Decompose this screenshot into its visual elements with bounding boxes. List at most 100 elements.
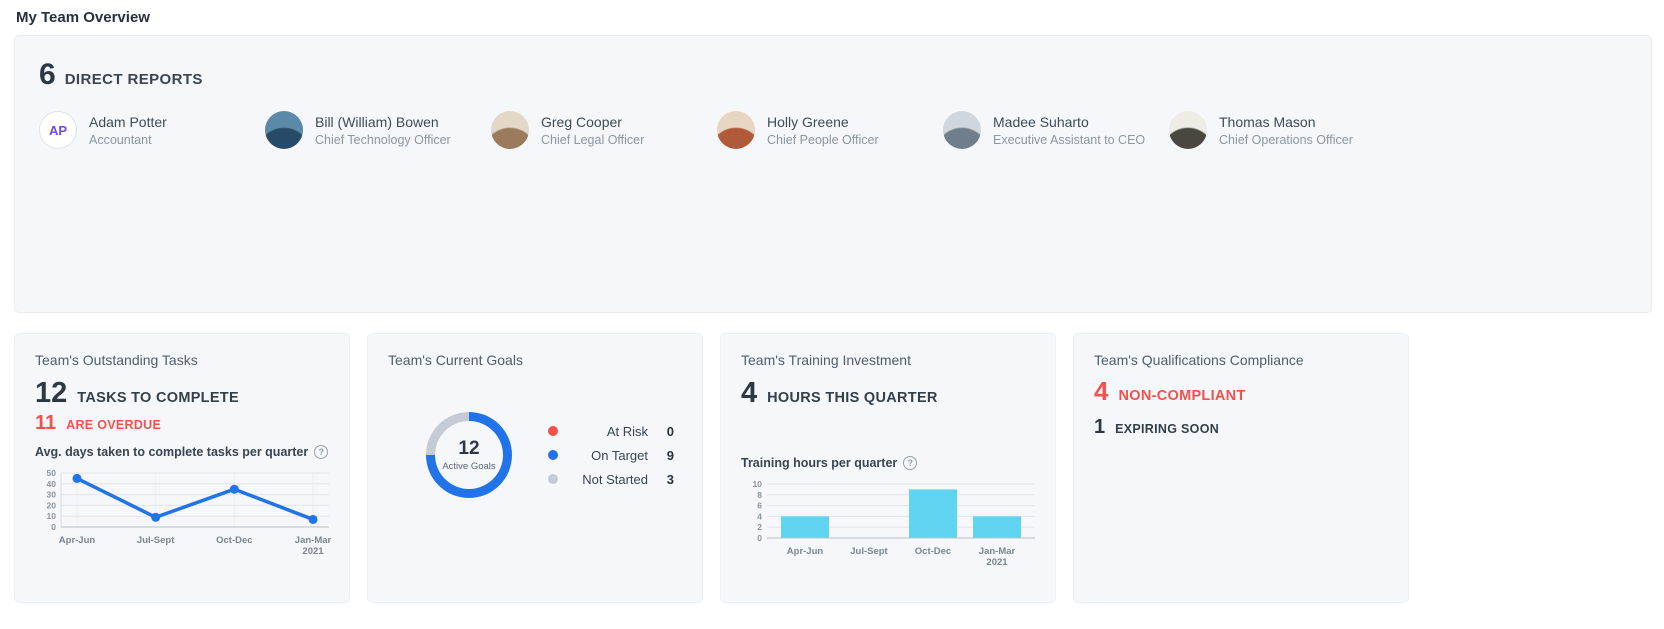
svg-text:Jul-Sept: Jul-Sept: [137, 535, 175, 546]
goals-legend: At Risk 0 On Target 9 Not Started 3: [548, 424, 674, 487]
avatar: [943, 111, 981, 149]
member-text: Greg Cooper Chief Legal Officer: [541, 114, 644, 147]
svg-text:2: 2: [757, 523, 762, 533]
direct-report-item[interactable]: Madee Suharto Executive Assistant to CEO: [943, 111, 1169, 149]
svg-text:4: 4: [757, 512, 762, 522]
svg-text:Jul-Sept: Jul-Sept: [850, 546, 888, 557]
tasks-chart-caption: Avg. days taken to complete tasks per qu…: [35, 445, 329, 460]
member-title: Chief Legal Officer: [541, 132, 645, 147]
direct-report-item[interactable]: Thomas Mason Chief Operations Officer: [1169, 111, 1395, 149]
member-name: Holly Greene: [767, 113, 849, 130]
member-title: Executive Assistant to CEO: [993, 132, 1146, 147]
legend-value: 3: [666, 471, 674, 487]
svg-text:2021: 2021: [986, 557, 1008, 568]
training-hours-count: 4: [741, 377, 758, 409]
legend-row: At Risk 0: [548, 424, 674, 439]
active-goals-label: Active Goals: [442, 461, 496, 472]
member-text: Adam Potter Accountant: [89, 114, 167, 147]
legend-dot-icon: [548, 474, 558, 484]
svg-text:30: 30: [47, 490, 57, 500]
tasks-to-complete-stat: 12 TASKS TO COMPLETE: [35, 377, 329, 409]
non-compliant-stat: 4 NON-COMPLIANT: [1094, 376, 1388, 406]
svg-text:6: 6: [757, 501, 762, 511]
direct-report-item[interactable]: Greg Cooper Chief Legal Officer: [491, 111, 717, 149]
legend-value: 0: [666, 423, 674, 439]
svg-text:8: 8: [757, 490, 762, 500]
expiring-soon-stat: 1 EXPIRING SOON: [1094, 417, 1388, 438]
member-title: Chief Technology Officer: [315, 132, 451, 147]
goals-donut-chart: 12 Active Goals: [426, 412, 512, 498]
direct-report-item[interactable]: AP Adam Potter Accountant: [39, 111, 265, 149]
direct-report-item[interactable]: Bill (William) Bowen Chief Technology Of…: [265, 111, 491, 149]
goals-chart-area: 12 Active Goals At Risk 0 On Target 9 No…: [388, 412, 682, 498]
legend-value: 9: [666, 447, 674, 463]
stat-cards-row: Team's Outstanding Tasks 12 TASKS TO COM…: [14, 333, 1664, 603]
direct-reports-card: 6 DIRECT REPORTS AP Adam Potter Accounta…: [14, 35, 1652, 313]
avatar: [1169, 111, 1207, 149]
help-icon[interactable]: ?: [314, 445, 329, 460]
legend-row: Not Started 3: [548, 472, 674, 487]
training-investment-title: Team's Training Investment: [741, 352, 911, 368]
svg-text:Apr-Jun: Apr-Jun: [787, 546, 824, 557]
active-goals-count: 12: [458, 438, 480, 459]
svg-text:Apr-Jun: Apr-Jun: [59, 535, 96, 546]
svg-text:Jan-Mar: Jan-Mar: [295, 535, 332, 546]
svg-text:Oct-Dec: Oct-Dec: [216, 535, 252, 546]
avatar: AP: [39, 111, 77, 149]
expiring-soon-label: EXPIRING SOON: [1115, 422, 1220, 437]
legend-label: Not Started: [582, 471, 648, 487]
training-chart-caption-text: Training hours per quarter: [741, 456, 898, 471]
overdue-label: ARE OVERDUE: [66, 418, 162, 433]
training-investment-card: Team's Training Investment 4 HOURS THIS …: [720, 333, 1056, 603]
member-name: Greg Cooper: [541, 113, 622, 130]
avatar: [717, 111, 755, 149]
svg-text:Jan-Mar: Jan-Mar: [979, 546, 1016, 557]
member-name: Bill (William) Bowen: [315, 113, 439, 130]
legend-dot-icon: [548, 450, 558, 460]
legend-label: On Target: [591, 447, 648, 463]
training-hours-stat: 4 HOURS THIS QUARTER: [741, 377, 1035, 409]
direct-reports-count: 6: [39, 58, 56, 91]
training-chart-caption: Training hours per quarter ?: [741, 456, 1035, 471]
svg-text:50: 50: [47, 468, 57, 478]
tasks-to-complete-label: TASKS TO COMPLETE: [77, 390, 239, 406]
overdue-stat: 11 ARE OVERDUE: [35, 413, 329, 434]
training-hours-label: HOURS THIS QUARTER: [767, 390, 938, 406]
svg-text:0: 0: [757, 533, 762, 543]
goals-donut-center: 12 Active Goals: [435, 421, 503, 489]
outstanding-tasks-card: Team's Outstanding Tasks 12 TASKS TO COM…: [14, 333, 350, 603]
svg-text:40: 40: [47, 479, 57, 489]
non-compliant-count: 4: [1094, 376, 1109, 406]
direct-report-item[interactable]: Holly Greene Chief People Officer: [717, 111, 943, 149]
member-name: Adam Potter: [89, 113, 167, 130]
svg-text:2021: 2021: [302, 546, 324, 557]
svg-text:20: 20: [47, 501, 57, 511]
member-title: Accountant: [89, 132, 152, 147]
member-text: Madee Suharto Executive Assistant to CEO: [993, 114, 1145, 147]
avatar: [491, 111, 529, 149]
member-title: Chief People Officer: [767, 132, 879, 147]
outstanding-tasks-title: Team's Outstanding Tasks: [35, 352, 198, 368]
non-compliant-label: NON-COMPLIANT: [1118, 388, 1246, 404]
tasks-chart-caption-text: Avg. days taken to complete tasks per qu…: [35, 445, 309, 460]
direct-reports-header: 6 DIRECT REPORTS: [39, 60, 1627, 90]
legend-dot-icon: [548, 426, 558, 436]
qualifications-compliance-card: Team's Qualifications Compliance 4 NON-C…: [1073, 333, 1409, 603]
legend-label: At Risk: [606, 423, 648, 439]
member-text: Bill (William) Bowen Chief Technology Of…: [315, 114, 451, 147]
tasks-to-complete-count: 12: [35, 377, 68, 409]
current-goals-title: Team's Current Goals: [388, 352, 523, 368]
member-name: Thomas Mason: [1219, 113, 1316, 130]
expiring-soon-count: 1: [1094, 416, 1106, 439]
avatar: [265, 111, 303, 149]
member-name: Madee Suharto: [993, 113, 1089, 130]
member-title: Chief Operations Officer: [1219, 132, 1353, 147]
qualifications-compliance-title: Team's Qualifications Compliance: [1094, 352, 1304, 368]
direct-reports-list: AP Adam Potter Accountant Bill (William)…: [39, 111, 1627, 149]
svg-text:0: 0: [51, 522, 56, 532]
svg-text:Oct-Dec: Oct-Dec: [915, 546, 951, 557]
overdue-count: 11: [35, 412, 57, 435]
svg-text:10: 10: [753, 479, 763, 489]
help-icon[interactable]: ?: [903, 456, 918, 471]
